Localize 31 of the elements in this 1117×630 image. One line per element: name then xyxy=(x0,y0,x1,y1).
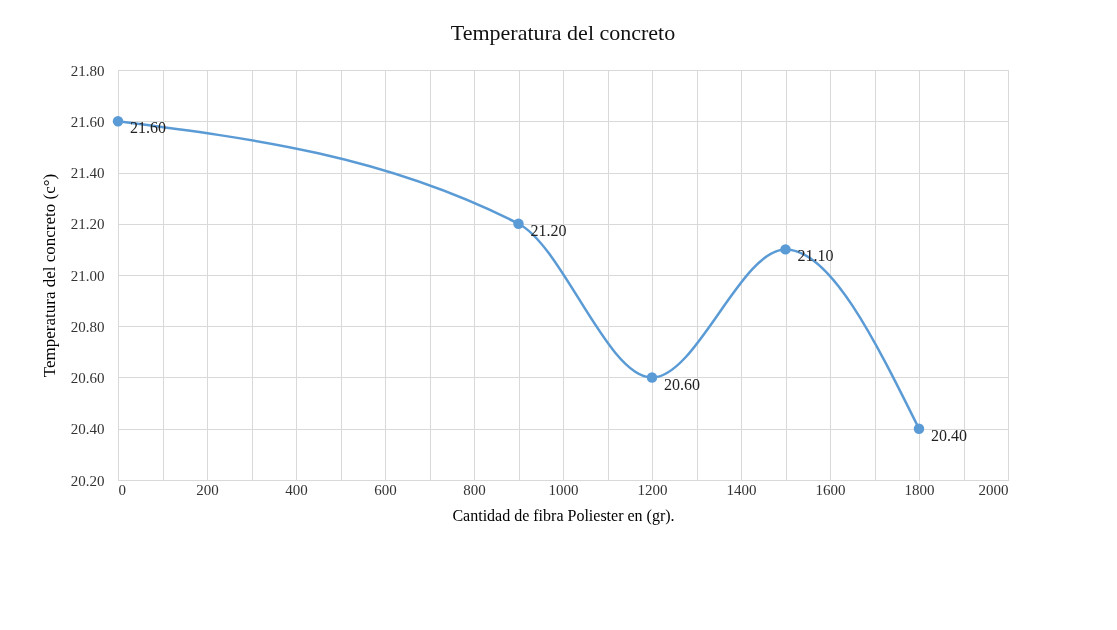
x-tick-label: 1200 xyxy=(637,481,668,498)
data-label: 20.40 xyxy=(931,426,967,444)
y-tick-label: 21.60 xyxy=(70,113,105,130)
x-tick-label: 600 xyxy=(374,481,397,498)
x-tick-label: 1800 xyxy=(904,481,935,498)
y-tick-label: 20.40 xyxy=(70,421,105,438)
y-tick-label: 20.80 xyxy=(70,318,105,335)
x-tick-label: 400 xyxy=(285,481,308,498)
y-tick-label: 20.60 xyxy=(70,370,105,386)
x-tick-label: 1400 xyxy=(726,481,757,498)
point xyxy=(646,372,658,383)
x-tick-label: 200 xyxy=(196,481,219,498)
data-label: 21.20 xyxy=(530,221,567,239)
point xyxy=(112,116,124,127)
point xyxy=(780,244,791,255)
point xyxy=(913,423,925,434)
y-axis-title: Temperatura del concreto (c°) xyxy=(39,173,59,378)
point xyxy=(513,218,524,229)
x-tick-label: 2000 xyxy=(978,481,1009,498)
y-tick-label: 21.00 xyxy=(70,267,105,284)
x-tick-label: 1600 xyxy=(815,481,846,498)
x-tick-label: 800 xyxy=(463,481,486,498)
x-axis-title: Cantidad de fibra Poliester en (gr). xyxy=(452,506,675,525)
y-tick-label: 21.20 xyxy=(70,216,105,233)
y-tick-label: 21.40 xyxy=(70,165,105,181)
data-label: 20.60 xyxy=(664,375,700,393)
chart-title: Temperatura del concreto xyxy=(450,20,676,45)
x-tick-label: 1000 xyxy=(548,481,579,498)
y-tick-label: 21.80 xyxy=(70,62,105,79)
y-tick-label: 20.20 xyxy=(70,472,105,489)
x-tick-label: 0 xyxy=(118,481,126,498)
